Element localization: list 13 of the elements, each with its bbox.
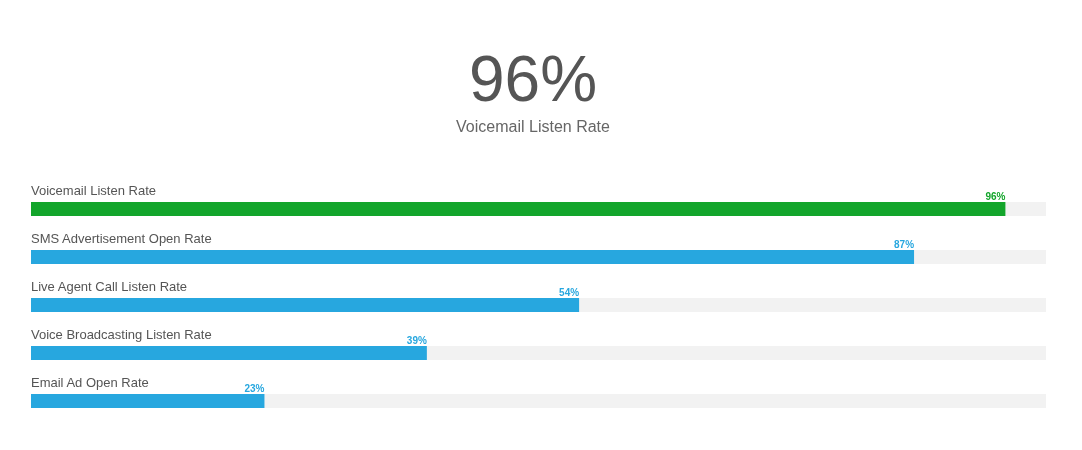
data-label: 96%: [985, 191, 1006, 202]
y-tick-label: Voicemail Listen Rate: [31, 183, 157, 198]
data-label: 87%: [894, 239, 915, 250]
bar: [31, 394, 265, 408]
y-tick-label: Live Agent Call Listen Rate: [31, 279, 188, 294]
y-tick-label: SMS Advertisement Open Rate: [31, 231, 212, 246]
data-label: 54%: [559, 287, 580, 298]
y-tick-label: Voice Broadcasting Listen Rate: [31, 327, 212, 342]
y-tick-label: Email Ad Open Rate: [31, 375, 149, 390]
data-label: 23%: [244, 383, 265, 394]
data-label: 39%: [406, 335, 427, 346]
chart-title: 96%: [468, 43, 598, 115]
chart-subtitle: Voicemail Listen Rate: [456, 118, 611, 135]
